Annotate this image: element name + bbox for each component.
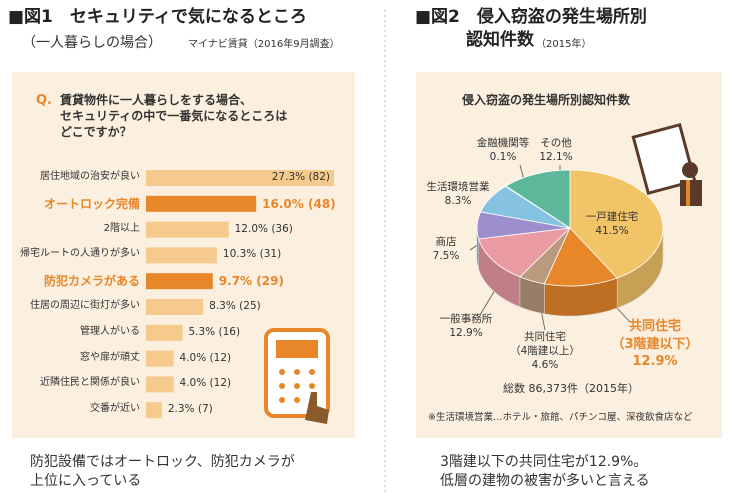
pie-slice: [543, 227, 618, 287]
caption: 防犯設備ではオートロック、防犯カメラが 上位に入っている: [30, 454, 295, 489]
subtitle: （一人暮らしの場合）: [22, 35, 162, 51]
pie-slice: [505, 169, 571, 229]
category-label: 防犯カメラがある: [43, 274, 140, 289]
value-label: 4.0% (12): [179, 377, 232, 390]
value-label: 4.0% (12): [179, 351, 232, 364]
bar: [146, 221, 229, 238]
inner-title: 侵入窃盗の発生場所別認知件数: [462, 93, 631, 107]
caption: 3階建以下の共同住宅が12.9%。 低層の建物の被害が多いと言える: [440, 454, 650, 489]
source: マイナビ賃貸（2016年9月調査）: [188, 39, 340, 50]
title: ■図2 侵入窃盗の発生場所別 認知件数: [415, 7, 647, 50]
slice-label: 共同住宅 （3階建以下）: [611, 319, 699, 352]
slice-label: 共同住宅 （4階建以上）: [510, 331, 580, 358]
pie-slice: [569, 169, 664, 279]
slice-value: 41.5%: [595, 225, 629, 237]
pie-slice: [478, 227, 572, 278]
slice-label: 商店: [435, 236, 457, 248]
value-label: 16.0% (48): [262, 196, 336, 211]
note: ※生活環境営業…ホテル・旅館、パチンコ屋、深夜飲食店など: [428, 412, 693, 423]
slice-value: 8.3%: [444, 195, 472, 207]
category-label: 窓や扉が頑丈: [80, 351, 140, 363]
value-label: 5.3% (16): [188, 325, 241, 338]
bar: [146, 170, 334, 186]
slice-label: 一戸建住宅: [585, 211, 639, 223]
slice-value: 12.9%: [632, 354, 678, 369]
value-label: 8.3% (25): [209, 300, 261, 312]
bar: [146, 195, 257, 212]
value-label: 10.3% (31): [222, 248, 282, 261]
slice-value: 4.6%: [531, 359, 559, 371]
category-label: 2階以上: [103, 222, 140, 234]
slice-label: その他: [540, 137, 572, 149]
category-label: 交番が近い: [90, 403, 140, 415]
category-label: オートロック完備: [43, 196, 140, 211]
category-label: 居住地域の治安が良い: [40, 171, 140, 182]
bar: [146, 273, 213, 290]
slice-label: 生活環境営業: [426, 181, 490, 193]
keypad-icon: [264, 328, 330, 424]
slice-value: 0.1%: [489, 151, 517, 163]
category-label: 管理人がいる: [80, 325, 140, 337]
slice-value: 7.5%: [432, 250, 460, 262]
bar: [146, 247, 217, 264]
value-label: 12.0% (36): [234, 222, 293, 235]
bar: [146, 324, 183, 341]
category-label: 住居の周辺に街灯が多い: [30, 300, 140, 311]
slice-label: 一般事務所: [439, 313, 493, 325]
slice-value: 12.1%: [539, 151, 573, 163]
value-label: 9.7% (29): [218, 274, 284, 289]
bar: [146, 402, 162, 419]
total: 総数 86,373件（2015年）: [503, 382, 639, 395]
value-label: 2.3% (7): [167, 403, 213, 416]
question-mark: Q.: [36, 93, 52, 108]
title: ■図1 セキュリティで気になるところ: [8, 7, 307, 27]
question: 賃貸物件に一人暮らしをする場合、 セキュリティの中で一番気になるところは どこで…: [60, 93, 288, 140]
category-label: 帰宅ルートの人通りが多い: [20, 248, 140, 260]
category-label: 近隣住民と関係が良い: [40, 377, 140, 389]
subtitle: （2015年）: [536, 39, 592, 50]
bar: [146, 350, 174, 367]
bar: [146, 299, 204, 315]
thief-icon: [631, 122, 702, 206]
slice-value: 12.9%: [449, 327, 483, 339]
value-label: 27.3% (82): [271, 171, 330, 183]
slice-label: 金融機関等: [476, 137, 530, 149]
bar: [146, 376, 174, 393]
